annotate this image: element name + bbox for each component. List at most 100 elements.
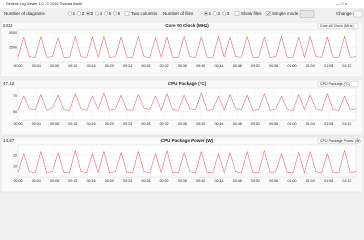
x-tick-label: 00:00	[14, 64, 23, 68]
x-tick-label: 00:36	[178, 64, 187, 68]
x-tick-label: 01:12	[342, 64, 351, 68]
radio-label: 1	[73, 11, 76, 16]
plot-area	[17, 144, 357, 178]
chart-title: CPU Package (°C)	[168, 81, 207, 86]
x-tick-label: 01:08	[324, 64, 333, 68]
series-dropdown-label: CPU Package Power (W)	[320, 139, 361, 143]
x-tick-label: 00:36	[178, 122, 187, 126]
x-tick-label: 01:00	[288, 64, 297, 68]
app-window: Generic Log Viewer 1.0 - © 2019 Thomas B…	[0, 0, 364, 193]
x-tick-label: 00:52	[251, 64, 260, 68]
radio-button[interactable]	[212, 11, 217, 16]
files-label: Number of files	[163, 11, 194, 16]
x-tick-label: 00:56	[269, 179, 278, 183]
x-tick-label: 00:44	[214, 64, 223, 68]
x-tick-label: 00:04	[32, 179, 41, 183]
show-files-checkbox[interactable]	[234, 11, 240, 16]
x-tick-label: 01:04	[306, 179, 315, 183]
radio-button[interactable]	[221, 11, 226, 16]
x-tick-label: 00:12	[68, 122, 77, 126]
x-tick-label: 00:32	[160, 179, 169, 183]
x-tick-label: 00:20	[105, 64, 114, 68]
x-tick-label: 00:40	[196, 64, 205, 68]
x-tick-label: 01:12	[342, 122, 351, 126]
radio-label: 1	[209, 11, 212, 16]
series-line	[17, 92, 357, 112]
radio-dot	[205, 12, 207, 15]
plot-area	[17, 87, 357, 121]
show-files-label: Show files	[241, 11, 262, 16]
x-tick-label: 00:44	[214, 179, 223, 183]
x-tick-label: 00:36	[178, 179, 187, 183]
mode-button[interactable]	[299, 10, 315, 18]
radio-label: 2	[82, 11, 85, 16]
radio-button[interactable]	[103, 11, 108, 16]
radio-button[interactable]	[112, 11, 117, 16]
x-tick-label: 00:48	[233, 179, 242, 183]
x-tick-label: 00:00	[14, 122, 23, 126]
series-line	[17, 35, 357, 59]
x-tick-label: 01:00	[288, 179, 297, 183]
title-bar	[0, 0, 364, 8]
y-tick-label: 10	[13, 164, 17, 168]
check-mark	[266, 12, 270, 16]
x-tick-label: 00:48	[233, 122, 242, 126]
x-tick-label: 00:56	[269, 64, 278, 68]
series-line	[17, 149, 357, 174]
radio-label: 4	[100, 11, 103, 16]
radio-button[interactable]	[67, 11, 72, 16]
toolbar: Number of diagrams Two columns Number of…	[4, 10, 363, 18]
y-tick-label: 5000	[9, 31, 17, 35]
x-tick-label: 00:40	[196, 122, 205, 126]
current-value: 2411	[3, 23, 13, 28]
change-all-dropdown[interactable]	[353, 10, 363, 18]
window-controls[interactable]: — ☐ ✕	[336, 2, 348, 6]
x-tick-label: 00:04	[32, 64, 41, 68]
y-tick-label: 70	[13, 94, 17, 98]
x-tick-label: 00:08	[50, 64, 59, 68]
x-tick-label: 00:16	[87, 179, 96, 183]
x-tick-label: 00:08	[50, 179, 59, 183]
x-tick-label: 00:20	[105, 179, 114, 183]
x-tick-label: 00:32	[160, 64, 169, 68]
series-dropdown[interactable]	[317, 81, 359, 87]
x-tick-label: 00:28	[141, 64, 150, 68]
x-tick-label: 00:08	[50, 122, 59, 126]
simple-mode-label: Simple mode	[272, 11, 299, 16]
x-tick-label: 01:00	[288, 122, 297, 126]
x-tick-label: 00:12	[68, 179, 77, 183]
current-value: 14.57	[3, 138, 15, 143]
radio-dot	[87, 12, 89, 15]
x-tick-label: 00:56	[269, 122, 278, 126]
simple-mode-checkbox[interactable]	[265, 11, 271, 16]
two-columns-checkbox[interactable]	[124, 11, 130, 16]
radio-label: 5	[109, 11, 112, 16]
x-tick-label: 00:48	[233, 64, 242, 68]
radio-label: 3	[91, 11, 94, 16]
radio-button[interactable]	[76, 11, 81, 16]
x-tick-label: 00:52	[251, 179, 260, 183]
x-tick-label: 00:24	[123, 64, 132, 68]
radio-label: 3	[227, 11, 230, 16]
current-value: 47.13	[3, 81, 15, 86]
x-tick-label: 00:04	[32, 122, 41, 126]
radio-button[interactable]	[94, 11, 99, 16]
x-tick-label: 00:16	[87, 64, 96, 68]
two-columns-label: Two columns	[131, 11, 158, 16]
x-tick-label: 00:24	[123, 179, 132, 183]
y-tick-label: 2500	[9, 45, 17, 49]
window-title: Generic Log Viewer 1.0 - © 2019 Thomas B…	[6, 2, 82, 6]
x-tick-label: 01:04	[306, 122, 315, 126]
x-tick-label: 01:12	[342, 179, 351, 183]
series-dropdown[interactable]	[317, 138, 359, 144]
chart-title: CPU Package Power (W)	[161, 138, 214, 143]
radio-label: 2	[218, 11, 221, 16]
series-dropdown[interactable]	[317, 23, 359, 29]
x-tick-label: 00:32	[160, 122, 169, 126]
chart-title: Core #0 Clock (MHz)	[165, 23, 209, 28]
y-tick-label: 20	[13, 154, 17, 158]
radio-label: 6	[118, 11, 121, 16]
x-tick-label: 00:24	[123, 122, 132, 126]
series-dropdown-label: CPU Package (°C)	[320, 82, 350, 86]
y-tick-label: 50	[13, 110, 17, 114]
